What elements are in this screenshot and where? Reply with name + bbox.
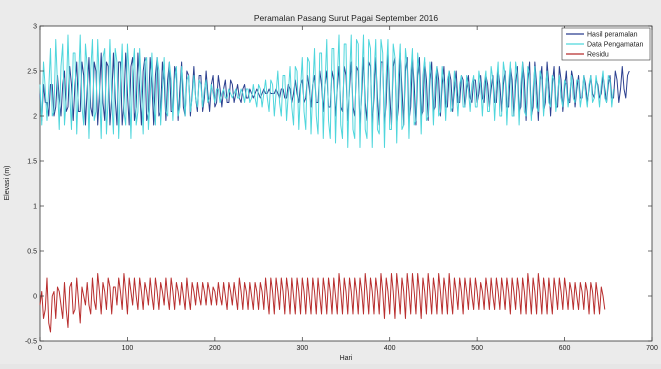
x-tick-label: 200 [209,345,221,352]
x-tick-label: 500 [471,345,483,352]
y-axis-label: Elevasi (m) [4,165,11,200]
y-tick-label: 2 [33,114,37,121]
y-tick-label: 1.5 [27,159,37,166]
legend-entry-2: Residu [587,52,609,59]
x-tick-label: 100 [122,345,134,352]
x-tick-label: 300 [296,345,308,352]
y-tick-label: 3 [33,24,37,31]
y-tick-label: 1 [33,204,37,211]
legend: Hasil peramalan Data Pengamatan Residu [561,27,651,61]
x-tick-label: 400 [384,345,396,352]
y-tick-label: 0 [33,294,37,301]
y-tick-label: 2.5 [27,69,37,76]
x-tick-label: 700 [646,345,658,352]
x-tick-label: 0 [38,345,42,352]
chart-title: Peramalan Pasang Surut Pagai September 2… [254,13,439,23]
y-tick-label: 0.5 [27,249,37,256]
series-line-1 [39,34,615,148]
x-axis-label: Hari [340,355,353,362]
series-line-2 [39,273,606,333]
x-tick-label: 600 [559,345,571,352]
legend-entry-0: Hasil peramalan [587,32,638,39]
y-tick-label: -0.5 [25,339,37,346]
series-layer [39,34,630,333]
legend-entry-1: Data Pengamatan [587,42,644,49]
